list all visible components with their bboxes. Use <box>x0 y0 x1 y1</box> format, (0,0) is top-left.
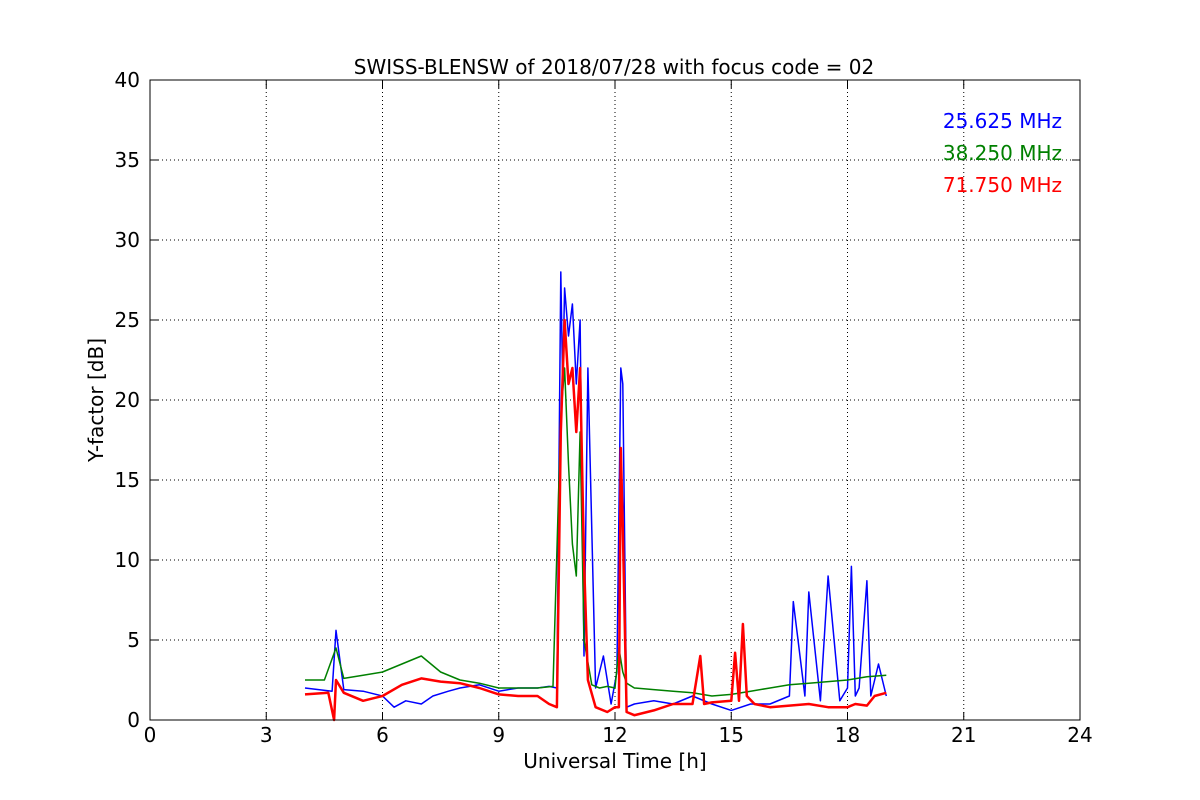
x-tick-label: 15 <box>719 723 744 747</box>
y-axis-label: Y-factor [dB] <box>84 338 108 463</box>
x-tick-label: 12 <box>602 723 627 747</box>
y-tick-label: 0 <box>127 708 140 732</box>
y-tick-label: 15 <box>115 468 140 492</box>
legend: 25.625 MHz 38.250 MHz 71.750 MHz <box>943 109 1062 197</box>
x-tick-label: 24 <box>1067 723 1092 747</box>
legend-entry: 25.625 MHz <box>943 109 1062 133</box>
y-tick-label: 35 <box>115 148 140 172</box>
series-line-2 <box>305 367 887 697</box>
x-tick-label: 18 <box>835 723 860 747</box>
x-tick-label: 0 <box>144 723 157 747</box>
x-tick-label: 3 <box>260 723 273 747</box>
legend-entry: 38.250 MHz <box>943 141 1062 165</box>
y-tick-label: 30 <box>115 228 140 252</box>
series-line-1 <box>304 271 888 712</box>
series-line-3 <box>304 318 887 722</box>
x-tick-label: 6 <box>376 723 389 747</box>
x-axis: 0 3 6 9 12 15 18 21 24 <box>144 80 1093 747</box>
y-tick-label: 5 <box>127 628 140 652</box>
y-axis: 0 5 10 15 20 25 30 35 40 <box>115 68 1080 732</box>
x-tick-label: 21 <box>951 723 976 747</box>
chart-title: SWISS-BLENSW of 2018/07/28 with focus co… <box>354 55 875 79</box>
y-tick-label: 25 <box>115 308 140 332</box>
grid <box>150 80 1080 720</box>
y-tick-label: 10 <box>115 548 140 572</box>
y-tick-label: 40 <box>115 68 140 92</box>
legend-entry: 71.750 MHz <box>943 173 1062 197</box>
x-tick-label: 9 <box>492 723 505 747</box>
series-layer <box>304 271 888 722</box>
x-axis-label: Universal Time [h] <box>523 749 706 773</box>
y-tick-label: 20 <box>115 388 140 412</box>
